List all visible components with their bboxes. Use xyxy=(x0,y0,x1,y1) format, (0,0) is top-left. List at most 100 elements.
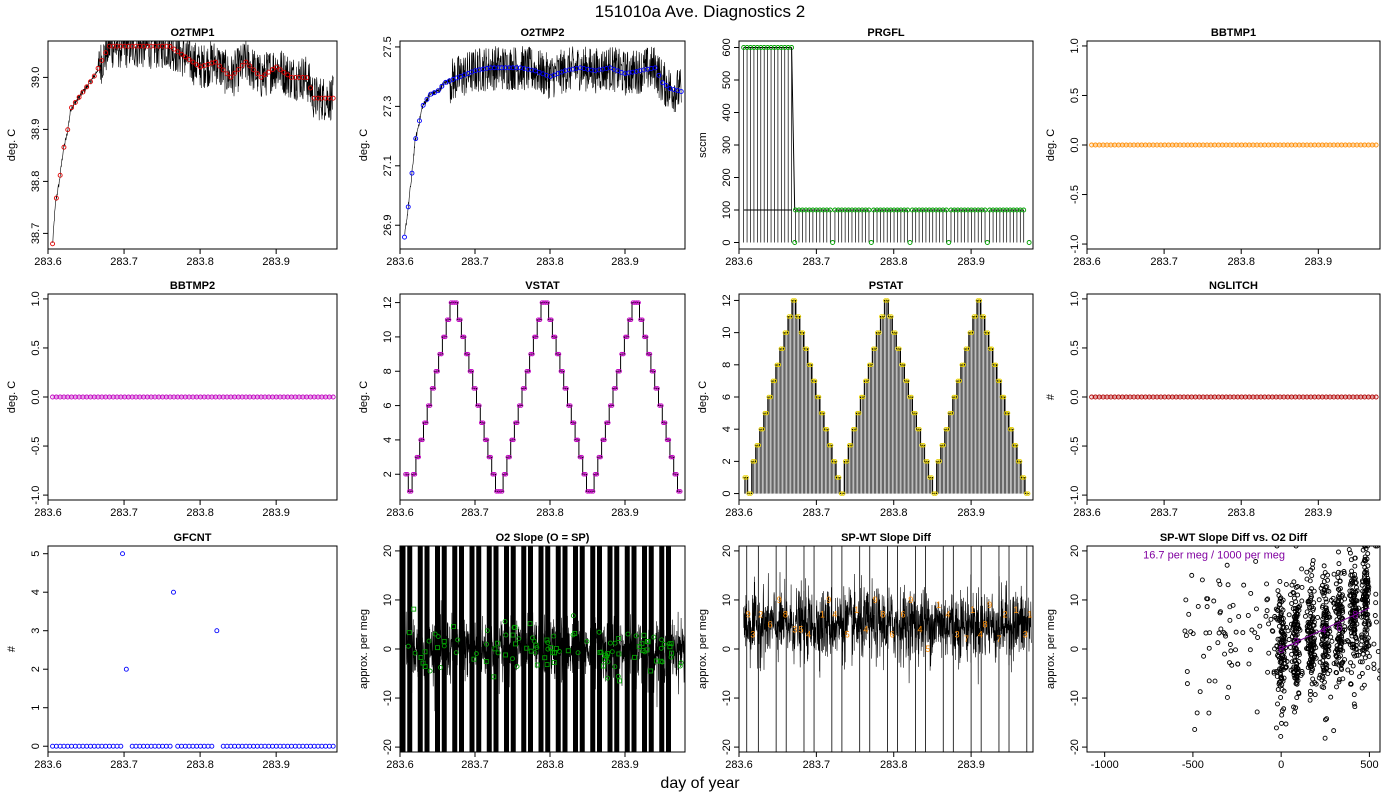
data-point xyxy=(800,330,806,335)
data-label: 1 xyxy=(1027,610,1032,620)
data-point xyxy=(103,50,109,56)
data-point xyxy=(760,426,765,432)
y-tick-label: 12 xyxy=(382,296,394,308)
data-point xyxy=(431,90,437,96)
data-point xyxy=(1291,622,1297,628)
data-point xyxy=(1351,692,1357,698)
data-point xyxy=(1324,584,1330,590)
data-point xyxy=(871,346,876,351)
data-point xyxy=(439,351,444,357)
data-point xyxy=(879,314,884,319)
data-point xyxy=(186,57,192,62)
data-point xyxy=(564,386,569,391)
data-point xyxy=(796,207,802,213)
data-point xyxy=(1279,712,1285,718)
data-point xyxy=(1026,240,1032,245)
data-point xyxy=(1324,617,1330,623)
data-point xyxy=(1280,624,1286,630)
data-point xyxy=(1349,641,1355,647)
data-point xyxy=(512,624,518,630)
plot-area xyxy=(1089,142,1379,148)
data-point xyxy=(1252,630,1258,636)
data-point xyxy=(657,403,662,408)
fit-line xyxy=(1280,607,1370,650)
data-point xyxy=(460,334,465,340)
data-point xyxy=(830,240,836,245)
data-point xyxy=(266,69,272,75)
data-point xyxy=(1207,630,1213,636)
data-point xyxy=(967,330,973,335)
blanking-bar xyxy=(631,546,637,752)
data-point xyxy=(867,362,872,368)
data-label: 8 xyxy=(783,610,788,620)
data-point xyxy=(792,298,798,303)
data-point xyxy=(182,54,188,60)
plot-area xyxy=(741,45,1032,245)
data-point xyxy=(1224,694,1230,700)
data-point xyxy=(1233,647,1238,653)
data-point xyxy=(943,207,949,213)
data-point xyxy=(95,65,101,71)
data-point xyxy=(1247,647,1253,653)
data-point xyxy=(232,70,238,76)
panel-vstat: VSTAT deg. C 283.6 283.7 283.8 283.9 2 4 6 8 10 12 xyxy=(358,280,686,519)
data-point xyxy=(1351,608,1356,614)
data-point xyxy=(923,207,929,213)
data-point xyxy=(987,207,993,213)
data-point xyxy=(273,64,279,70)
data-point xyxy=(1361,635,1367,641)
data-point xyxy=(547,317,552,323)
data-point xyxy=(571,420,577,426)
data-point xyxy=(1279,663,1285,669)
data-point xyxy=(786,314,792,319)
data-point xyxy=(1325,654,1331,659)
x-tick-label: 283.6 xyxy=(34,759,62,771)
plot-frame xyxy=(47,40,338,250)
data-point xyxy=(1292,627,1298,633)
data-point xyxy=(744,475,749,480)
data-point xyxy=(1351,701,1357,707)
data-point xyxy=(451,624,456,630)
data-point xyxy=(602,437,607,443)
data-point xyxy=(667,644,673,650)
x-tick-label: 0 xyxy=(1278,759,1284,771)
data-point xyxy=(772,378,778,384)
x-tick-label: 283.8 xyxy=(186,256,214,268)
data-point xyxy=(1264,581,1270,587)
data-point xyxy=(1254,606,1259,612)
x-tick-label: 283.8 xyxy=(186,759,214,771)
data-point xyxy=(1341,570,1347,576)
data-point xyxy=(1326,648,1332,654)
data-point xyxy=(615,369,620,374)
data-point xyxy=(1278,695,1284,700)
x-tick-label: 283.6 xyxy=(34,507,62,519)
y-axis-label: sccm xyxy=(697,132,709,158)
data-point xyxy=(803,207,809,213)
data-point xyxy=(782,45,788,50)
blanking-bar xyxy=(579,546,585,752)
data-point xyxy=(634,300,639,305)
data-point xyxy=(859,207,865,213)
data-point xyxy=(677,663,683,669)
data-point xyxy=(751,45,757,50)
data-point xyxy=(1329,638,1335,644)
data-point xyxy=(863,207,869,213)
data-point xyxy=(987,346,993,351)
data-point xyxy=(1323,717,1328,723)
data-point xyxy=(171,46,177,52)
data-point xyxy=(832,207,838,213)
data-point xyxy=(1277,683,1283,689)
data-point xyxy=(409,170,415,176)
data-point xyxy=(850,426,856,432)
data-point xyxy=(1321,579,1327,585)
data-point xyxy=(1340,592,1345,598)
data-point xyxy=(1333,581,1339,587)
data-point xyxy=(953,394,958,400)
data-point xyxy=(535,317,541,323)
data-point xyxy=(1278,668,1284,673)
data-point xyxy=(1360,561,1366,566)
data-point xyxy=(1021,207,1027,213)
data-point xyxy=(891,207,897,213)
data-point xyxy=(972,207,978,213)
